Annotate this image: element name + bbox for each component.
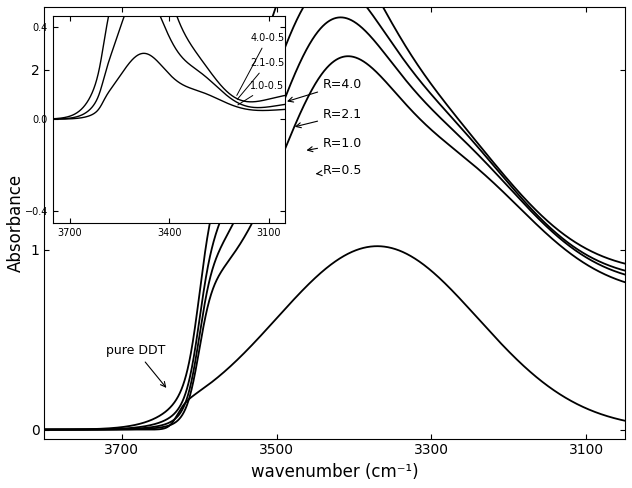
Text: R=2.1: R=2.1 <box>296 108 362 128</box>
Text: R=4.0: R=4.0 <box>288 78 362 102</box>
Text: pure DDT: pure DDT <box>106 344 166 387</box>
Text: R=0.5: R=0.5 <box>317 164 362 177</box>
Y-axis label: Absorbance: Absorbance <box>7 174 25 272</box>
Text: R=1.0: R=1.0 <box>308 137 362 152</box>
X-axis label: wavenumber (cm⁻¹): wavenumber (cm⁻¹) <box>251 463 418 481</box>
